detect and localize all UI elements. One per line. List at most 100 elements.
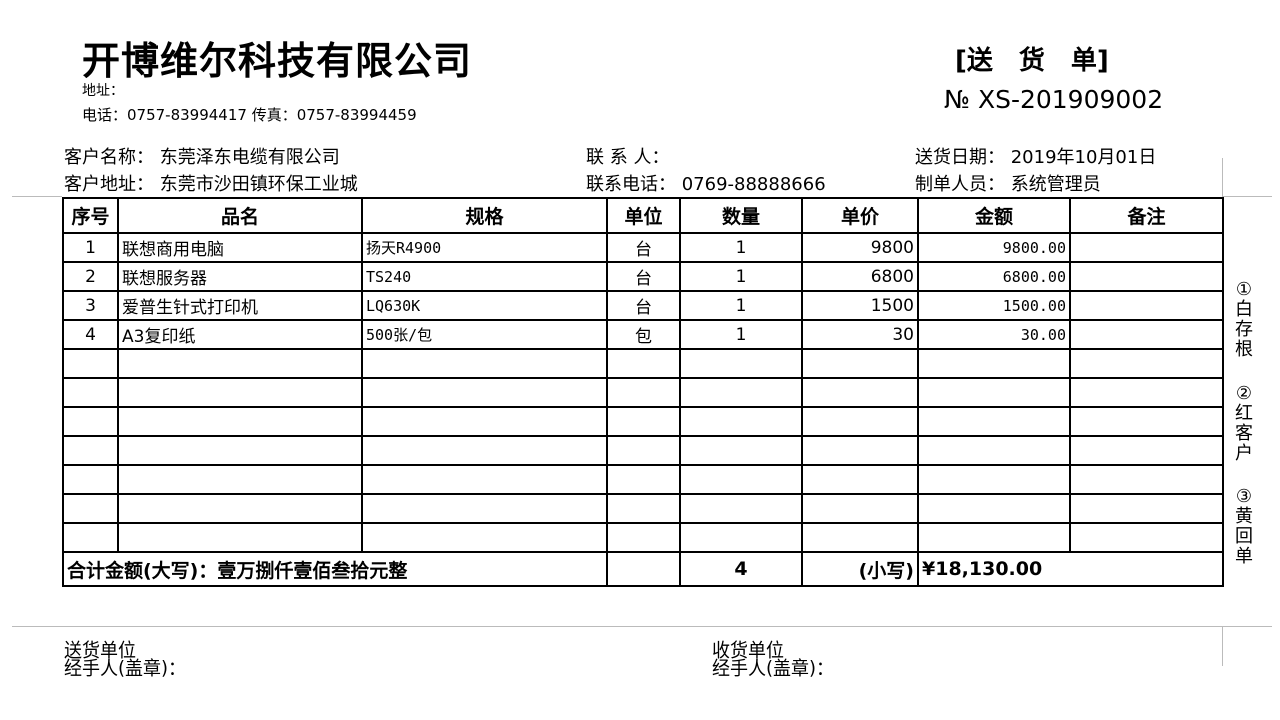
table-row: 1 联想商用电脑 扬天R4900 台 1 9800 9800.00 — [62, 232, 1224, 263]
sender-unit: 送货单位 — [64, 639, 136, 662]
table-cell — [917, 464, 1071, 495]
table-cell — [1069, 493, 1224, 524]
col-header: 序号 — [62, 197, 119, 234]
table-cell — [117, 348, 363, 379]
table-cell — [361, 464, 608, 495]
table-cell — [361, 406, 608, 437]
table-cell — [361, 435, 608, 466]
company-phone-fax: 电话：0757-83994417 传真：0757-83994459 — [82, 106, 417, 124]
table-cell — [917, 377, 1071, 408]
table-cell: 1 — [679, 319, 803, 350]
page-break-line — [12, 196, 62, 197]
table-cell — [62, 493, 119, 524]
table-cell — [1069, 377, 1224, 408]
table-cell: 1500 — [801, 290, 919, 321]
col-header: 规格 — [361, 197, 608, 234]
table-cell — [801, 464, 919, 495]
table-cell: LQ630K — [361, 290, 608, 321]
table-cell — [1069, 435, 1224, 466]
table-cell — [1069, 406, 1224, 437]
table-cell: 台 — [606, 290, 681, 321]
table-cell — [606, 522, 681, 553]
delivery-table: 序号 品名 规格 单位 数量 单价 金额 备注 1 联想商用电脑 扬天R4900 台 1… — [62, 197, 1224, 587]
table-cell: 包 — [606, 319, 681, 350]
table-cell: 1 — [679, 261, 803, 292]
table-cell — [117, 377, 363, 408]
table-cell — [62, 406, 119, 437]
table-row: 2 联想服务器 TS240 台 1 6800 6800.00 — [62, 261, 1224, 292]
table-cell: 联想商用电脑 — [117, 232, 363, 263]
document-number: № XS-201909002 — [944, 85, 1164, 114]
table-cell — [606, 435, 681, 466]
contact-person: 联 系 人： — [586, 147, 670, 168]
small-label: (小写) — [801, 551, 919, 587]
table-cell — [606, 348, 681, 379]
table-cell — [679, 435, 803, 466]
table-cell: A3复印纸 — [117, 319, 363, 350]
table-cell — [917, 435, 1071, 466]
copy-label-red: ②红客户 — [1235, 383, 1253, 464]
table-cell: 6800 — [801, 261, 919, 292]
table-cell: 扬天R4900 — [361, 232, 608, 263]
table-cell — [679, 522, 803, 553]
table-cell — [679, 493, 803, 524]
col-header: 品名 — [117, 197, 363, 234]
table-cell — [117, 406, 363, 437]
table-row — [62, 377, 1224, 408]
page-break-line — [1222, 196, 1272, 197]
delivery-date: 送货日期： 2019年10月01日 — [915, 147, 1157, 168]
table-cell — [801, 406, 919, 437]
sender-handler: 经手人(盖章)： — [64, 657, 187, 680]
table-cell — [917, 493, 1071, 524]
table-row — [62, 464, 1224, 495]
table-cell — [1069, 348, 1224, 379]
total-row: 合计金额(大写)：壹万捌仟壹佰叁拾元整 4 (小写) ¥18,130.00 — [62, 551, 1224, 587]
table-cell — [62, 522, 119, 553]
total-in-words: 合计金额(大写)：壹万捌仟壹佰叁拾元整 — [62, 551, 608, 587]
table-cell — [62, 348, 119, 379]
page-break-line — [1222, 626, 1223, 666]
table-cell — [117, 493, 363, 524]
copy-label-white: ①白存根 — [1235, 279, 1253, 360]
col-header: 备注 — [1069, 197, 1224, 234]
table-cell: 爱普生针式打印机 — [117, 290, 363, 321]
table-cell: 台 — [606, 232, 681, 263]
col-header: 金额 — [917, 197, 1071, 234]
table-cell — [62, 435, 119, 466]
table-cell — [117, 464, 363, 495]
contact-phone: 联系电话： 0769-88888666 — [586, 174, 826, 195]
table-cell: 1 — [679, 290, 803, 321]
table-cell: 2 — [62, 261, 119, 292]
table-row — [62, 348, 1224, 379]
table-cell — [62, 377, 119, 408]
table-cell — [606, 377, 681, 408]
total-amount: ¥18,130.00 — [917, 551, 1224, 587]
table-cell: 4 — [62, 319, 119, 350]
table-cell — [917, 406, 1071, 437]
col-header: 单位 — [606, 197, 681, 234]
table-row — [62, 435, 1224, 466]
table-cell: 30.00 — [917, 319, 1071, 350]
table-cell: 30 — [801, 319, 919, 350]
table-row — [62, 493, 1224, 524]
table-cell — [1069, 290, 1224, 321]
table-cell: 6800.00 — [917, 261, 1071, 292]
table-cell — [62, 464, 119, 495]
table-cell: 3 — [62, 290, 119, 321]
customer-address: 客户地址： 东莞市沙田镇环保工业城 — [64, 174, 358, 195]
document-title: [送 货 单] — [955, 46, 1109, 76]
company-address: 地址： — [82, 83, 124, 99]
table-cell — [1069, 464, 1224, 495]
page-break-line — [1222, 158, 1223, 196]
table-row: 4 A3复印纸 500张/包包 1 30 30.00 — [62, 319, 1224, 350]
table-cell — [606, 406, 681, 437]
table-cell — [361, 522, 608, 553]
table-cell — [801, 377, 919, 408]
table-cell — [1069, 319, 1224, 350]
table-header-row: 序号 品名 规格 单位 数量 单价 金额 备注 — [62, 197, 1224, 234]
page-break-line — [12, 626, 1272, 627]
col-header: 单价 — [801, 197, 919, 234]
table-row: 3 爱普生针式打印机 LQ630K 台 1 1500 1500.00 — [62, 290, 1224, 321]
table-cell — [1069, 261, 1224, 292]
table-cell: 1500.00 — [917, 290, 1071, 321]
